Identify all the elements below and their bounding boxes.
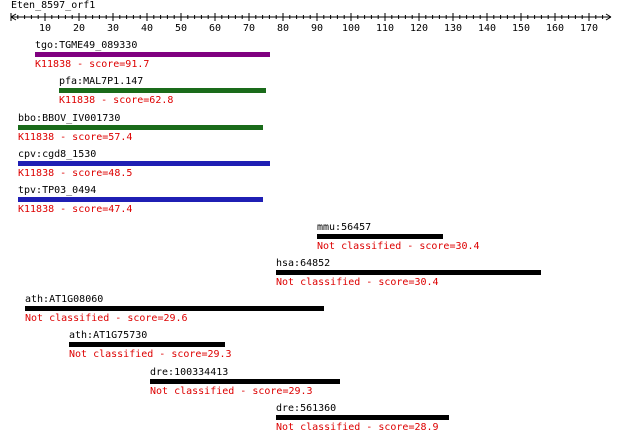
hit-gene-link[interactable]: tpv:TP03_0494 <box>18 185 97 196</box>
hit-score-label: Not classified - score=28.9 <box>276 422 439 433</box>
hit-gene-link[interactable]: dre:100334413 <box>150 367 229 378</box>
hit-gene-link[interactable]: tgo:TGME49_089330 <box>35 40 138 51</box>
hit-gene-link[interactable]: dre:561360 <box>276 403 337 414</box>
hit-alignment-bar[interactable] <box>35 52 270 57</box>
ruler-tick-label: 130 <box>444 23 462 34</box>
ruler-tick-label: 140 <box>478 23 496 34</box>
ruler-tick-label: 20 <box>73 23 85 34</box>
hit-gene-link[interactable]: mmu:56457 <box>317 222 372 233</box>
hit-gene-link[interactable]: hsa:64852 <box>276 258 331 269</box>
ruler-right-arrow <box>605 13 612 21</box>
hit-alignment-bar[interactable] <box>18 197 263 202</box>
ruler-tick-label: 30 <box>107 23 119 34</box>
ruler-tick-label: 80 <box>277 23 289 34</box>
hit-score-label: K11838 - score=48.5 <box>18 168 133 179</box>
hit-score-label: K11838 - score=47.4 <box>18 204 133 215</box>
hit-alignment-bar[interactable] <box>59 88 266 93</box>
ruler-tick-label: 160 <box>546 23 564 34</box>
hit-score-label: Not classified - score=29.3 <box>69 349 232 360</box>
ruler-tick-label: 100 <box>342 23 360 34</box>
ruler-tick-label: 10 <box>39 23 51 34</box>
sequence-ruler: 10 20 30 40 50 60 70 80 90 100 110 120 130 140 150 160 1… <box>10 13 612 34</box>
hit-alignment-bar[interactable] <box>276 270 541 275</box>
hit-gene-link[interactable]: pfa:MAL7P1.147 <box>59 76 144 87</box>
hit-alignment-bar[interactable] <box>25 306 324 311</box>
hit-score-label: K11838 - score=57.4 <box>18 132 133 143</box>
hit-score-label: K11838 - score=91.7 <box>35 59 150 70</box>
hit-alignment-bar[interactable] <box>276 415 449 420</box>
ruler-tick-label: 150 <box>512 23 530 34</box>
ruler-tick-label: 90 <box>311 23 323 34</box>
hit-gene-link[interactable]: cpv:cgd8_1530 <box>18 149 97 160</box>
hit-gene-link[interactable]: bbo:BBOV_IV001730 <box>18 113 121 124</box>
hit-alignment-bar[interactable] <box>317 234 443 239</box>
hit-score-label: Not classified - score=29.3 <box>150 386 313 397</box>
hit-gene-link[interactable]: ath:AT1G75730 <box>69 330 148 341</box>
ruler-tick-label: 60 <box>209 23 221 34</box>
hit-gene-link[interactable]: ath:AT1G08060 <box>25 294 104 305</box>
ruler-tick-label: 120 <box>410 23 428 34</box>
ruler-tick-label: 110 <box>376 23 394 34</box>
hit-score-label: K11838 - score=62.8 <box>59 95 174 106</box>
hit-score-label: Not classified - score=30.4 <box>276 277 439 288</box>
query-title: Eten_8597_orf1 <box>11 0 96 11</box>
ruler-tick-label: 50 <box>175 23 187 34</box>
ruler-left-arrow <box>10 13 17 21</box>
hit-alignment-bar[interactable] <box>18 125 263 130</box>
ruler-tick-label: 170 <box>580 23 598 34</box>
ruler-tick-label: 40 <box>141 23 153 34</box>
hit-alignment-bar[interactable] <box>69 342 225 347</box>
hit-score-label: Not classified - score=30.4 <box>317 241 480 252</box>
hit-alignment-bar[interactable] <box>150 379 340 384</box>
hit-alignment-bar[interactable] <box>18 161 270 166</box>
hit-score-label: Not classified - score=29.6 <box>25 313 188 324</box>
ruler-tick-label: 70 <box>243 23 255 34</box>
